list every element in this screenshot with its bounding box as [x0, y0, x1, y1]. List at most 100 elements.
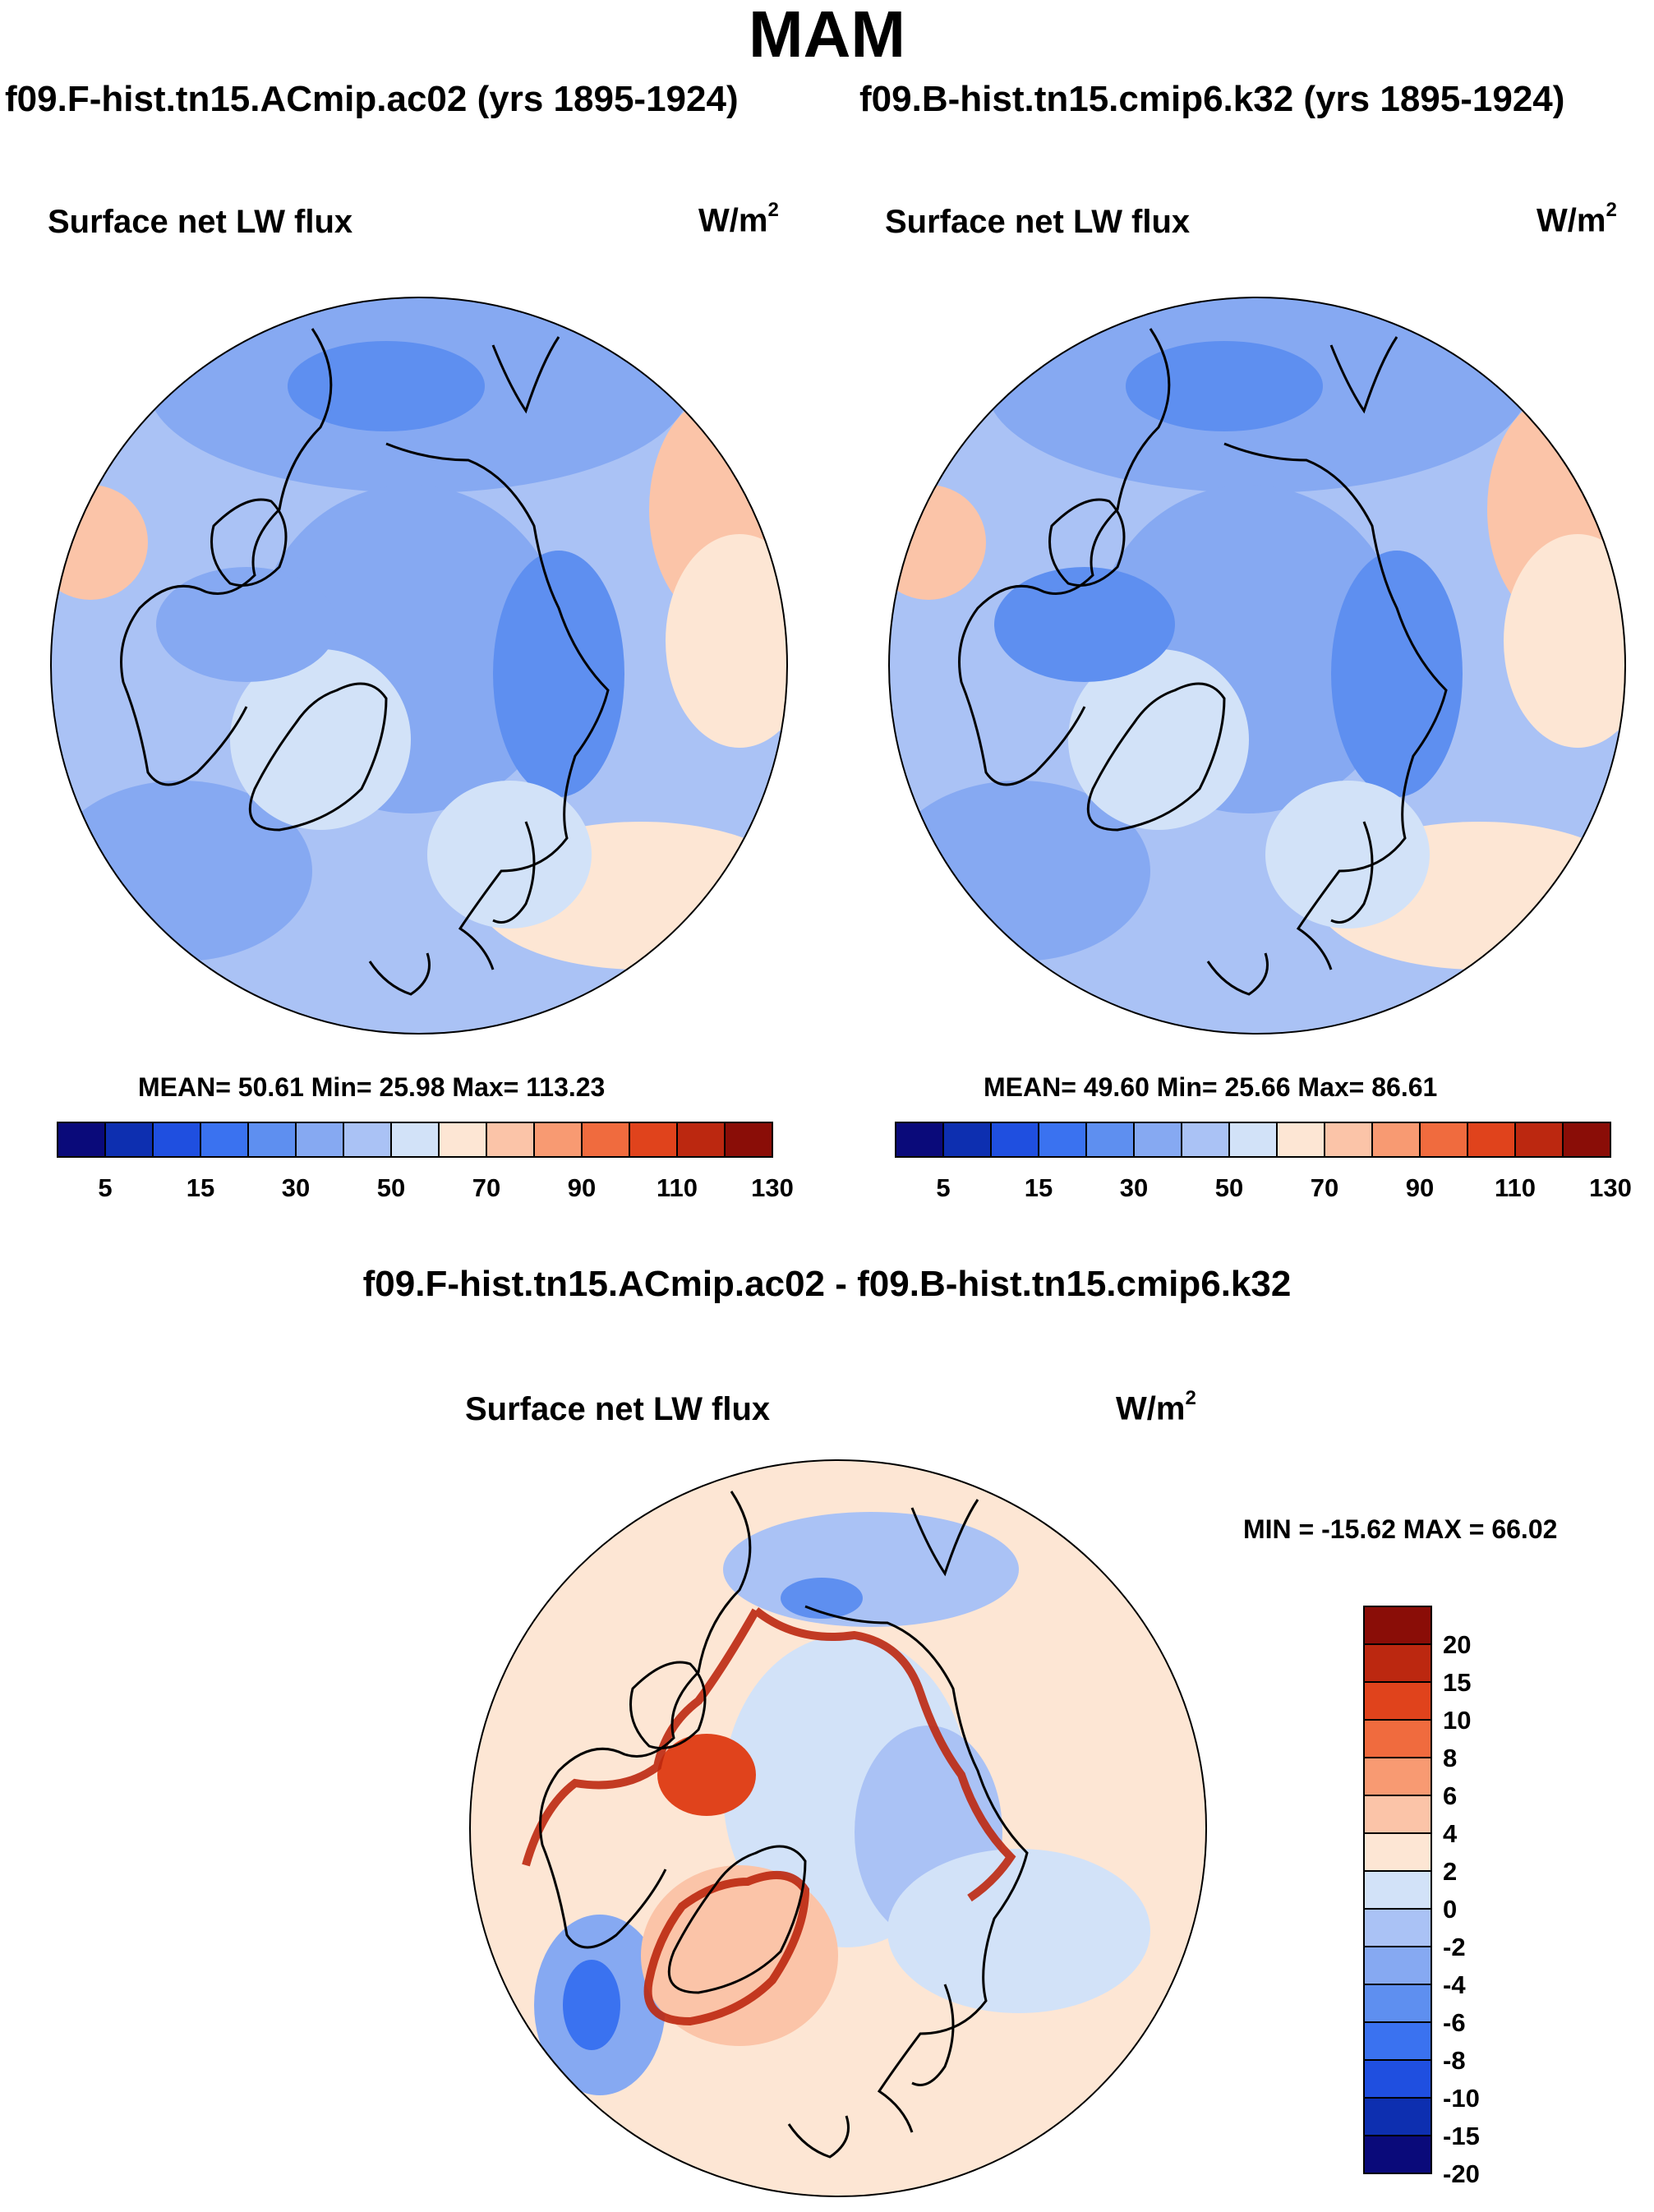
- colorbar-box: [438, 1122, 487, 1158]
- colorbar-tick-label: 110: [657, 1173, 698, 1202]
- colorbar-box: [895, 1122, 944, 1158]
- left-colorbar: 5 15 30 50 70 90 110 130: [57, 1122, 794, 1202]
- left-map: [50, 297, 788, 1035]
- difference-title: f09.F-hist.tn15.ACmip.ac02 - f09.B-hist.…: [362, 1264, 1292, 1304]
- colorbar-box: [1363, 1606, 1432, 1645]
- colorbar-tick-label: 90: [568, 1173, 596, 1202]
- right-coastlines: [958, 328, 1448, 996]
- colorbar-tick-label: -6: [1443, 2008, 1466, 2037]
- colorbar-box: [1363, 1908, 1432, 1947]
- colorbar-box: [295, 1122, 344, 1158]
- colorbar-box: [1363, 1719, 1432, 1758]
- colorbar-box: [1038, 1122, 1087, 1158]
- right-run-title: f09.B-hist.tn15.cmip6.k32 (yrs 1895-1924…: [859, 79, 1565, 119]
- colorbar-box: [942, 1122, 992, 1158]
- colorbar-tick-label: 6: [1443, 1781, 1457, 1810]
- right-stats: MEAN= 49.60 Min= 25.66 Max= 86.61: [984, 1072, 1438, 1102]
- colorbar-box: [1363, 1870, 1432, 1910]
- colorbar-box: [990, 1122, 1039, 1158]
- colorbar-box: [1363, 2097, 1432, 2136]
- colorbar-box: [1363, 1795, 1432, 1834]
- colorbar-tick-label: 130: [751, 1173, 794, 1202]
- colorbar-tick-label: 5: [936, 1173, 950, 1202]
- colorbar-box: [1363, 1643, 1432, 1683]
- colorbar-box: [629, 1122, 678, 1158]
- left-stats: MEAN= 50.61 Min= 25.98 Max= 113.23: [138, 1072, 606, 1102]
- colorbar-tick-label: 15: [1443, 1668, 1471, 1697]
- colorbar-box: [1467, 1122, 1516, 1158]
- colorbar-tick-label: 50: [377, 1173, 405, 1202]
- season-title: MAM: [748, 0, 906, 71]
- colorbar-box: [486, 1122, 535, 1158]
- right-units-label: W/m2: [1537, 199, 1617, 239]
- difference-map: [469, 1459, 1207, 2197]
- colorbar-box: [1363, 1946, 1432, 1985]
- diff-map-border: [469, 1459, 1207, 2197]
- right-map: [888, 297, 1626, 1035]
- diff-units-label: W/m2: [1116, 1387, 1196, 1427]
- colorbar-box: [1133, 1122, 1182, 1158]
- colorbar-box: [1363, 1681, 1432, 1721]
- diff-coastlines: [539, 1491, 1029, 2159]
- colorbar-box: [1324, 1122, 1373, 1158]
- left-coastlines: [120, 328, 610, 996]
- right-map-border: [888, 297, 1626, 1035]
- colorbar-tick-label: 130: [1589, 1173, 1632, 1202]
- colorbar-box: [581, 1122, 630, 1158]
- left-run-title: f09.F-hist.tn15.ACmip.ac02 (yrs 1895-192…: [5, 79, 739, 119]
- colorbar-tick-label: -8: [1443, 2046, 1466, 2075]
- colorbar-box: [57, 1122, 106, 1158]
- right-colorbar: 5 15 30 50 70 90 110 130: [895, 1122, 1632, 1202]
- colorbar-tick-label: 0: [1443, 1895, 1457, 1924]
- colorbar-tick-label: 8: [1443, 1744, 1457, 1772]
- colorbar-tick-label: 2: [1443, 1857, 1457, 1886]
- left-units-label: W/m2: [698, 199, 779, 239]
- left-variable-label: Surface net LW flux: [48, 204, 353, 240]
- colorbar-tick-label: 70: [472, 1173, 500, 1202]
- colorbar-box: [104, 1122, 154, 1158]
- colorbar-tick-label: 15: [187, 1173, 214, 1202]
- colorbar-box: [1514, 1122, 1564, 1158]
- colorbar-box: [200, 1122, 249, 1158]
- colorbar-tick-label: 15: [1025, 1173, 1053, 1202]
- colorbar-box: [1085, 1122, 1135, 1158]
- colorbar-box: [1363, 1984, 1432, 2023]
- colorbar-tick-label: 70: [1311, 1173, 1338, 1202]
- colorbar-box: [724, 1122, 773, 1158]
- right-variable-label: Surface net LW flux: [885, 204, 1191, 240]
- left-map-border: [50, 297, 788, 1035]
- colorbar-box: [1228, 1122, 1278, 1158]
- colorbar-box: [1363, 2135, 1432, 2174]
- diff-coastal-anomaly: [522, 1607, 1016, 2026]
- colorbar-tick-label: 5: [98, 1173, 112, 1202]
- colorbar-tick-label: 20: [1443, 1630, 1471, 1659]
- colorbar-tick-label: -20: [1443, 2159, 1480, 2188]
- colorbar-box: [343, 1122, 392, 1158]
- colorbar-box: [1363, 2021, 1432, 2061]
- diff-variable-label: Surface net LW flux: [465, 1391, 771, 1427]
- colorbar-tick-label: 30: [1120, 1173, 1148, 1202]
- colorbar-box: [1419, 1122, 1468, 1158]
- colorbar-box: [676, 1122, 726, 1158]
- colorbar-tick-label: -10: [1443, 2084, 1480, 2113]
- colorbar-tick-label: 50: [1215, 1173, 1243, 1202]
- colorbar-tick-label: 30: [282, 1173, 310, 1202]
- colorbar-box: [1276, 1122, 1325, 1158]
- colorbar-box: [1363, 2059, 1432, 2099]
- colorbar-box: [533, 1122, 583, 1158]
- colorbar-tick-label: -4: [1443, 1970, 1466, 1999]
- colorbar-tick-label: 90: [1406, 1173, 1434, 1202]
- colorbar-box: [1181, 1122, 1230, 1158]
- colorbar-box: [1363, 1757, 1432, 1796]
- colorbar-box: [1363, 1832, 1432, 1872]
- diff-stats: MIN = -15.62 MAX = 66.02: [1243, 1514, 1558, 1544]
- colorbar-box: [390, 1122, 440, 1158]
- colorbar-tick-label: -2: [1443, 1933, 1466, 1961]
- colorbar-box: [1562, 1122, 1611, 1158]
- colorbar-box: [152, 1122, 201, 1158]
- colorbar-box: [1371, 1122, 1421, 1158]
- colorbar-tick-label: 4: [1443, 1819, 1458, 1848]
- colorbar-box: [247, 1122, 297, 1158]
